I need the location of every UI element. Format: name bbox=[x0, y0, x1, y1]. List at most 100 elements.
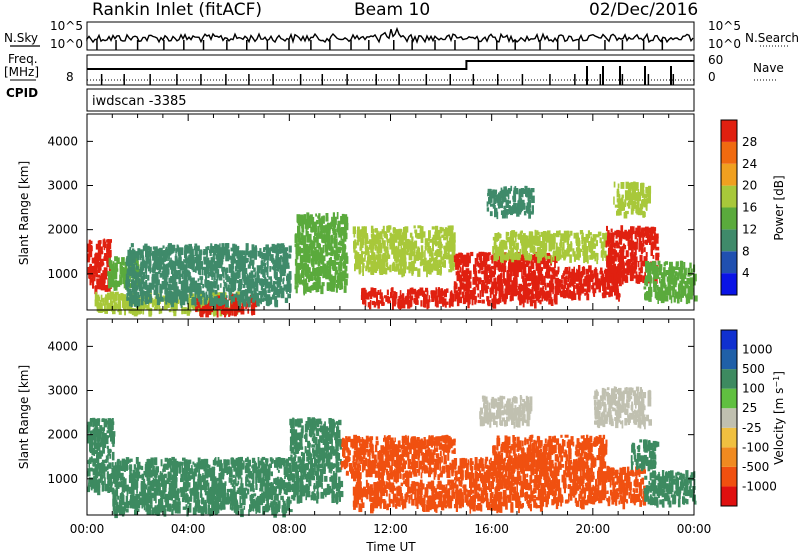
y-tick-label: 2000 bbox=[47, 223, 78, 237]
data-cell bbox=[650, 249, 653, 256]
data-cell bbox=[316, 220, 319, 225]
data-cell bbox=[225, 245, 228, 250]
data-cell bbox=[441, 227, 444, 232]
data-cell bbox=[267, 296, 271, 305]
data-cell bbox=[274, 281, 278, 285]
data-cell bbox=[97, 262, 100, 270]
data-cell bbox=[156, 267, 159, 271]
data-cell bbox=[206, 249, 208, 258]
data-cell bbox=[340, 271, 343, 275]
data-cell bbox=[153, 259, 156, 264]
data-cell bbox=[631, 193, 636, 201]
data-cell bbox=[305, 228, 308, 237]
data-cell bbox=[126, 269, 130, 275]
data-cell bbox=[613, 268, 617, 275]
data-cell bbox=[436, 229, 441, 238]
data-cell bbox=[251, 261, 255, 269]
data-cell bbox=[151, 299, 155, 308]
data-cell bbox=[96, 455, 100, 463]
data-cell bbox=[528, 211, 531, 219]
data-cell bbox=[253, 493, 257, 497]
data-cell bbox=[628, 192, 632, 199]
data-cell bbox=[111, 418, 114, 422]
data-cell bbox=[94, 466, 98, 471]
data-cell bbox=[93, 450, 97, 455]
data-cell bbox=[532, 247, 536, 254]
data-cell bbox=[451, 295, 454, 302]
data-cell bbox=[484, 289, 489, 294]
data-cell bbox=[339, 262, 343, 266]
data-cell bbox=[281, 264, 286, 269]
data-cell bbox=[397, 255, 400, 260]
data-cell bbox=[640, 243, 644, 248]
data-cell bbox=[536, 231, 540, 236]
data-cell bbox=[307, 238, 312, 243]
data-cell bbox=[218, 299, 220, 305]
data-cell bbox=[135, 251, 139, 259]
data-cell bbox=[302, 242, 306, 248]
data-cell bbox=[307, 235, 310, 240]
data-cell bbox=[320, 247, 323, 253]
data-cell bbox=[99, 281, 103, 290]
data-cell bbox=[573, 232, 577, 239]
data-cell bbox=[673, 266, 677, 271]
data-cell bbox=[237, 260, 240, 270]
data-cell bbox=[578, 265, 581, 274]
data-cell bbox=[276, 289, 281, 298]
nave-ytick-top-right: 60 bbox=[708, 53, 723, 67]
data-cell bbox=[254, 287, 257, 292]
data-cell bbox=[603, 289, 606, 298]
data-cell bbox=[619, 249, 623, 258]
data-cell bbox=[385, 246, 388, 253]
velocity-data bbox=[87, 386, 697, 519]
data-cell bbox=[564, 292, 567, 296]
data-cell bbox=[153, 262, 157, 269]
data-cell bbox=[140, 298, 144, 306]
data-cell bbox=[242, 250, 246, 256]
data-cell bbox=[591, 250, 596, 259]
data-cell bbox=[95, 463, 98, 468]
data-cell bbox=[566, 283, 570, 290]
data-cell bbox=[249, 287, 253, 292]
data-cell bbox=[362, 299, 365, 305]
data-cell bbox=[300, 264, 303, 270]
data-cell bbox=[195, 297, 199, 302]
data-cell bbox=[97, 439, 100, 443]
data-cell bbox=[189, 298, 193, 306]
data-cell bbox=[312, 220, 314, 227]
data-cell bbox=[682, 289, 684, 298]
data-cell bbox=[487, 296, 490, 302]
data-cell bbox=[339, 277, 342, 281]
data-cell bbox=[117, 257, 120, 264]
data-cell bbox=[611, 246, 614, 251]
data-cell bbox=[521, 235, 523, 239]
data-cell bbox=[214, 246, 217, 256]
data-cell bbox=[655, 273, 660, 279]
data-cell bbox=[143, 301, 146, 310]
data-cell bbox=[685, 295, 689, 299]
data-cell bbox=[506, 270, 509, 278]
data-cell bbox=[519, 254, 523, 262]
data-cell bbox=[202, 266, 206, 270]
data-cell bbox=[189, 289, 193, 295]
data-cell bbox=[248, 261, 253, 266]
data-cell bbox=[536, 240, 541, 247]
data-cell bbox=[89, 457, 92, 463]
data-cell bbox=[514, 259, 518, 267]
data-cell bbox=[315, 235, 318, 243]
data-cell bbox=[386, 250, 388, 258]
data-cell bbox=[543, 245, 548, 252]
data-cell bbox=[490, 256, 495, 260]
data-cell bbox=[176, 245, 180, 250]
data-cell bbox=[375, 254, 379, 260]
data-cell bbox=[371, 241, 375, 250]
data-cell bbox=[406, 266, 410, 270]
data-cell bbox=[613, 181, 616, 188]
data-cell bbox=[443, 290, 446, 296]
data-cell bbox=[447, 252, 450, 259]
data-cell bbox=[360, 232, 365, 237]
data-cell bbox=[297, 214, 301, 222]
data-cell bbox=[566, 248, 570, 253]
data-cell bbox=[435, 250, 438, 256]
data-cell bbox=[331, 284, 335, 292]
